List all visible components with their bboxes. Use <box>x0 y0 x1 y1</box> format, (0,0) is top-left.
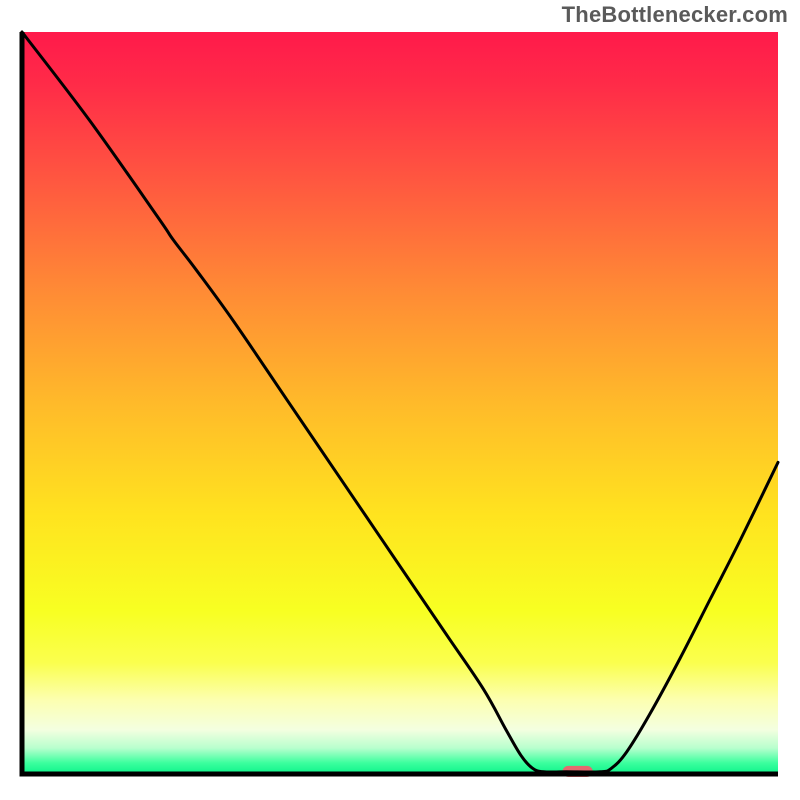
bottleneck-chart <box>0 0 800 800</box>
chart-container: TheBottlenecker.com <box>0 0 800 800</box>
watermark-text: TheBottlenecker.com <box>562 2 788 28</box>
plot-background <box>22 32 778 774</box>
